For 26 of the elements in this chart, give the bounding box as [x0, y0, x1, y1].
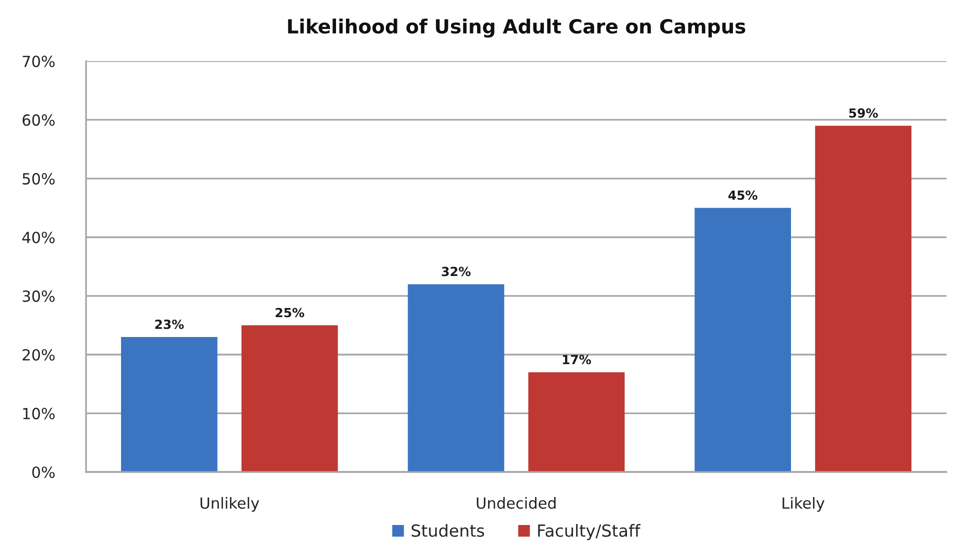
x-tick-label: Unlikely: [200, 497, 260, 512]
bar: [528, 372, 625, 472]
data-label: 45%: [728, 190, 758, 200]
y-tick-label: 10%: [23, 408, 55, 420]
bar: [241, 325, 338, 472]
data-label: 25%: [276, 308, 304, 318]
x-tick-label: Likely: [782, 497, 824, 512]
data-label: 23%: [155, 320, 184, 330]
bar: [815, 126, 912, 472]
chart-title: Likelihood of Using Adult Care on Campus: [288, 18, 746, 38]
bar: [694, 208, 791, 472]
y-tick-label: 30%: [22, 290, 55, 302]
y-tick-label: 0%: [32, 466, 55, 478]
data-label: 17%: [562, 354, 592, 364]
data-label: 59%: [849, 108, 878, 118]
x-tick-label: Undecided: [476, 497, 556, 509]
bar: [121, 337, 218, 472]
bar: [408, 284, 504, 472]
y-tick-label: 60%: [22, 114, 55, 126]
y-tick-label: 50%: [22, 173, 55, 185]
data-label: 32%: [442, 266, 471, 276]
legend-label: Faculty/Staff: [538, 524, 641, 540]
y-tick-label: 70%: [22, 56, 55, 68]
legend-label: Students: [412, 524, 484, 537]
y-tick-label: 20%: [22, 349, 55, 361]
y-tick-label: 40%: [22, 232, 55, 244]
